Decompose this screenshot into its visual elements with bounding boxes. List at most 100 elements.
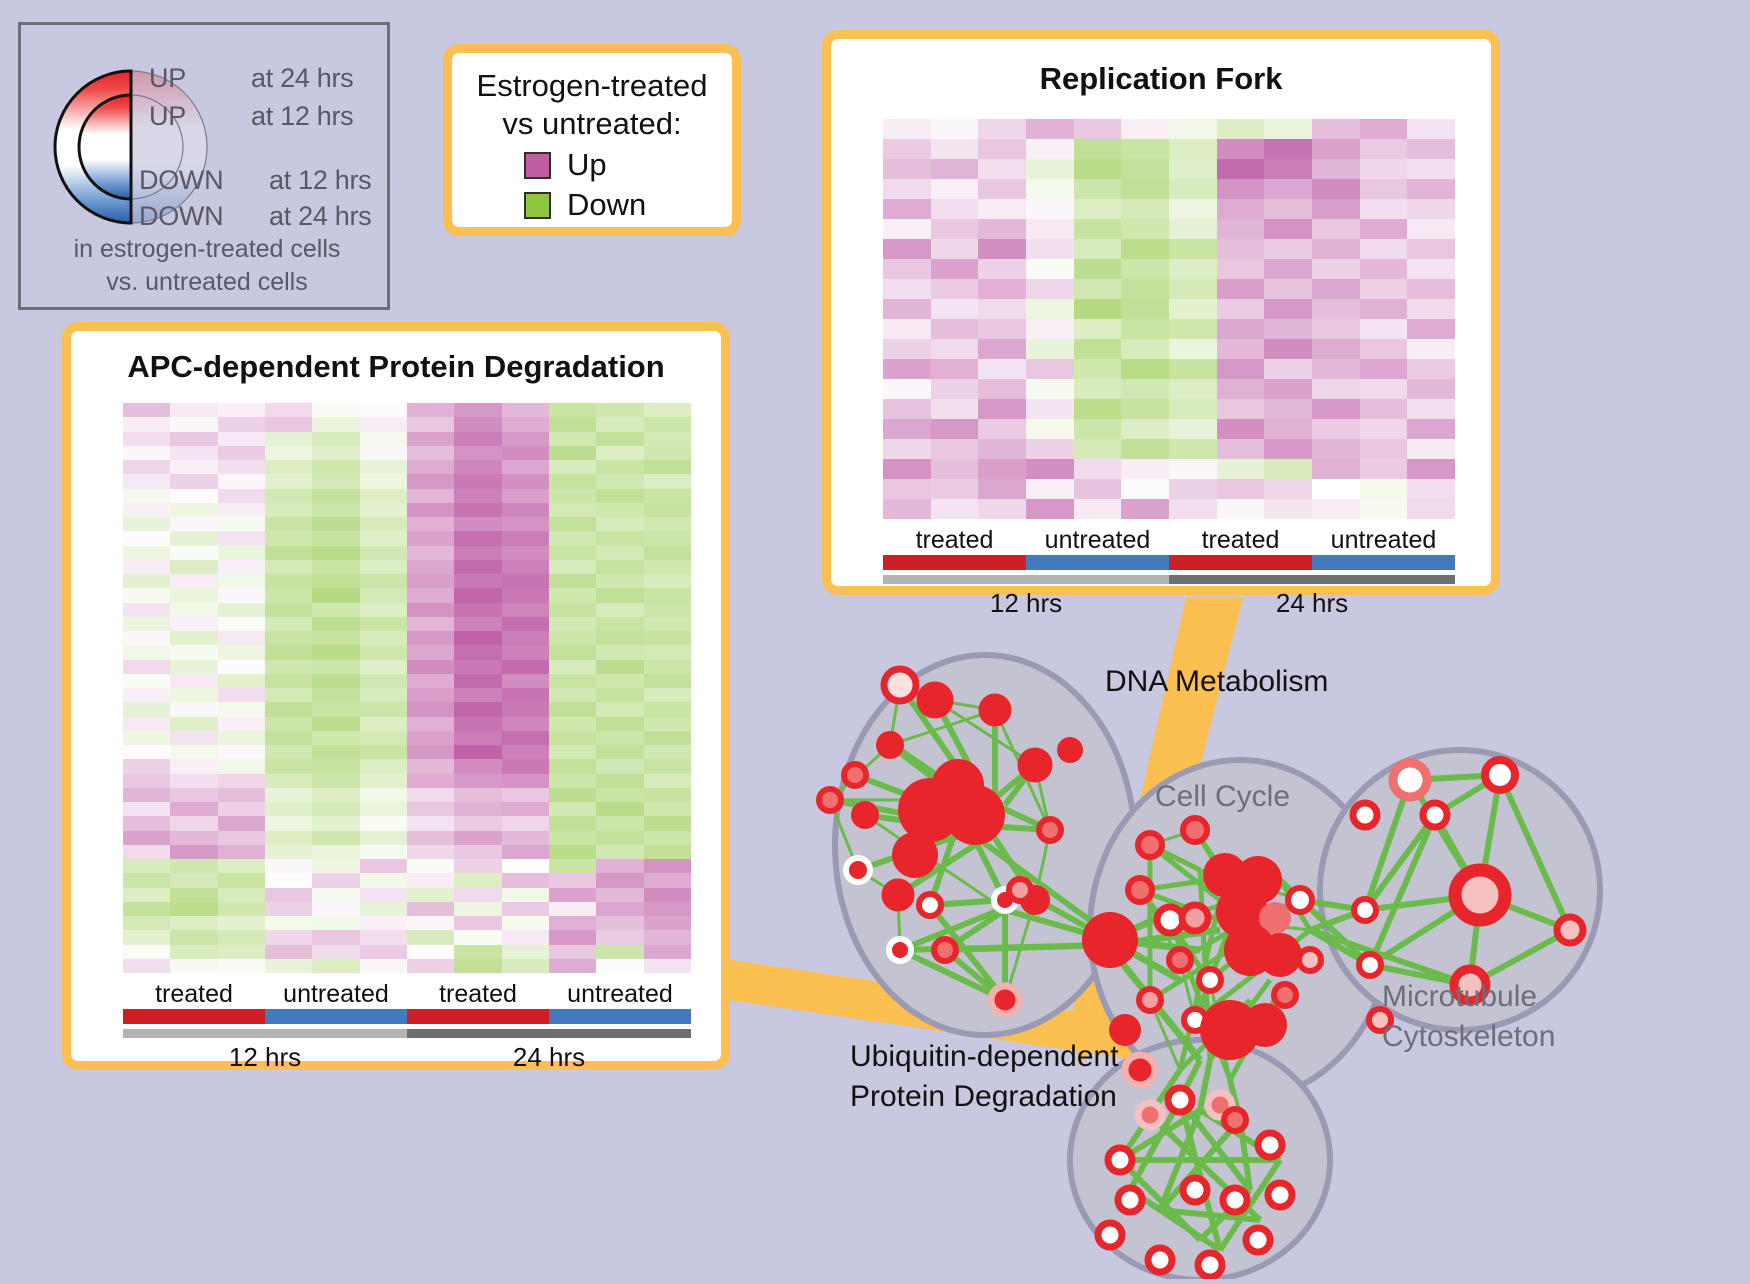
heatmap-cell — [501, 887, 549, 902]
heatmap-cell — [454, 944, 502, 959]
heatmap-cell — [406, 859, 455, 874]
heatmap-cell — [930, 279, 979, 299]
heatmap-cell — [596, 702, 644, 717]
heatmap-cell — [1312, 239, 1360, 259]
heatmap-cell — [264, 502, 313, 517]
heatmap-cell — [883, 239, 931, 259]
heatmap-cell — [1312, 299, 1360, 319]
heatmap-cell — [548, 745, 597, 760]
heatmap-cell — [359, 702, 407, 717]
heatmap-cell — [1264, 139, 1312, 159]
heatmap-cell — [596, 631, 644, 646]
heatmap-cell — [264, 559, 313, 574]
heatmap-cell — [1216, 239, 1265, 259]
expression-ring-legend: UP at 24 hrs UP at 12 hrs DOWN at 12 hrs… — [18, 22, 390, 310]
heatmap-cell — [930, 159, 979, 179]
heatmap-cell — [548, 445, 597, 460]
heatmap-cell — [359, 944, 407, 959]
ring-key-label-0: UP — [149, 63, 186, 93]
heatmap-cell — [123, 631, 171, 646]
heatmap-cell — [930, 459, 979, 479]
heatmap-cell — [978, 119, 1026, 139]
heatmap-cell — [264, 887, 313, 902]
heatmap-cell — [596, 773, 644, 788]
heatmap-cell — [123, 759, 171, 774]
rep-group-bars — [883, 555, 1455, 570]
heatmap-cell — [1026, 199, 1074, 219]
heatmap-cell — [1312, 219, 1360, 239]
heatmap-cell — [643, 474, 691, 489]
heatmap-cell — [1073, 379, 1122, 399]
heatmap-cell — [1407, 259, 1455, 279]
heatmap-cell — [501, 916, 549, 931]
heatmap-cell — [1169, 159, 1217, 179]
heatmap-cell — [264, 445, 313, 460]
heatmap-cell — [1359, 239, 1408, 259]
heatmap-cell — [883, 179, 931, 199]
heatmap-cell — [548, 659, 597, 674]
heatmap-cell — [1312, 139, 1360, 159]
heatmap-cell — [312, 488, 360, 503]
heatmap-cell — [1312, 179, 1360, 199]
heatmap-cell — [359, 517, 407, 532]
heatmap-cell — [1121, 299, 1169, 319]
heatmap-cell — [1073, 439, 1122, 459]
heatmap-cell — [978, 379, 1026, 399]
heatmap-cell — [1169, 439, 1217, 459]
heatmap-cell — [170, 403, 218, 418]
heatmap-cell — [359, 445, 407, 460]
heatmap-cell — [1121, 219, 1169, 239]
heatmap-cell — [1073, 479, 1122, 499]
heatmap-cell — [1073, 119, 1122, 139]
ring-key-label-3: DOWN — [139, 201, 224, 231]
heatmap-cell — [1073, 179, 1122, 199]
heatmap-cell — [1169, 419, 1217, 439]
heatmap-cell — [1121, 479, 1169, 499]
heatmap-cell — [1407, 339, 1455, 359]
heatmap-cell — [548, 602, 597, 617]
heatmap-cell — [123, 716, 171, 731]
heatmap-cell — [501, 488, 549, 503]
heatmap-cell — [501, 787, 549, 802]
apc-time-bar-24 — [407, 1029, 691, 1038]
rep-time-bar-12 — [883, 575, 1169, 584]
heatmap-cell — [312, 517, 360, 532]
heatmap-cell — [1121, 239, 1169, 259]
ring-key-time-0: at 24 hrs — [251, 63, 354, 93]
heatmap-cell — [548, 403, 597, 418]
heatmap-cell — [406, 673, 455, 688]
cluster-label-microtubule-2: Cytoskeleton — [1382, 1020, 1556, 1053]
heatmap-cell — [454, 403, 502, 418]
heatmap-cell — [123, 574, 171, 589]
heatmap-cell — [312, 545, 360, 560]
heatmap-cell — [596, 531, 644, 546]
heatmap-cell — [548, 916, 597, 931]
heatmap-cell — [596, 816, 644, 831]
heatmap-cell — [359, 773, 407, 788]
heatmap-cell — [1169, 379, 1217, 399]
heatmap-cell — [1264, 399, 1312, 419]
heatmap-cell — [596, 802, 644, 817]
heatmap-cell — [1026, 319, 1074, 339]
heatmap-cell — [548, 431, 597, 446]
ring-key-time-3: at 24 hrs — [269, 201, 372, 231]
heatmap-cell — [978, 399, 1026, 419]
heatmap-cell — [930, 179, 979, 199]
apc-group-0: treated — [155, 980, 233, 1008]
heatmap-cell — [1216, 339, 1265, 359]
heatmap-cell — [883, 119, 931, 139]
heatmap-cell — [406, 873, 455, 888]
heatmap-cell — [643, 517, 691, 532]
heatmap-cell — [217, 787, 265, 802]
heatmap-cell — [1264, 199, 1312, 219]
heatmap-cell — [170, 659, 218, 674]
heatmap-cell — [312, 460, 360, 475]
heatmap-cell — [1216, 159, 1265, 179]
heatmap-cell — [1026, 439, 1074, 459]
heatmap-cell — [123, 702, 171, 717]
heatmap-cell — [454, 474, 502, 489]
heatmap-cell — [643, 830, 691, 845]
heatmap-cell — [123, 616, 171, 631]
ring-key-label-2: DOWN — [139, 165, 224, 195]
heatmap-cell — [1407, 199, 1455, 219]
